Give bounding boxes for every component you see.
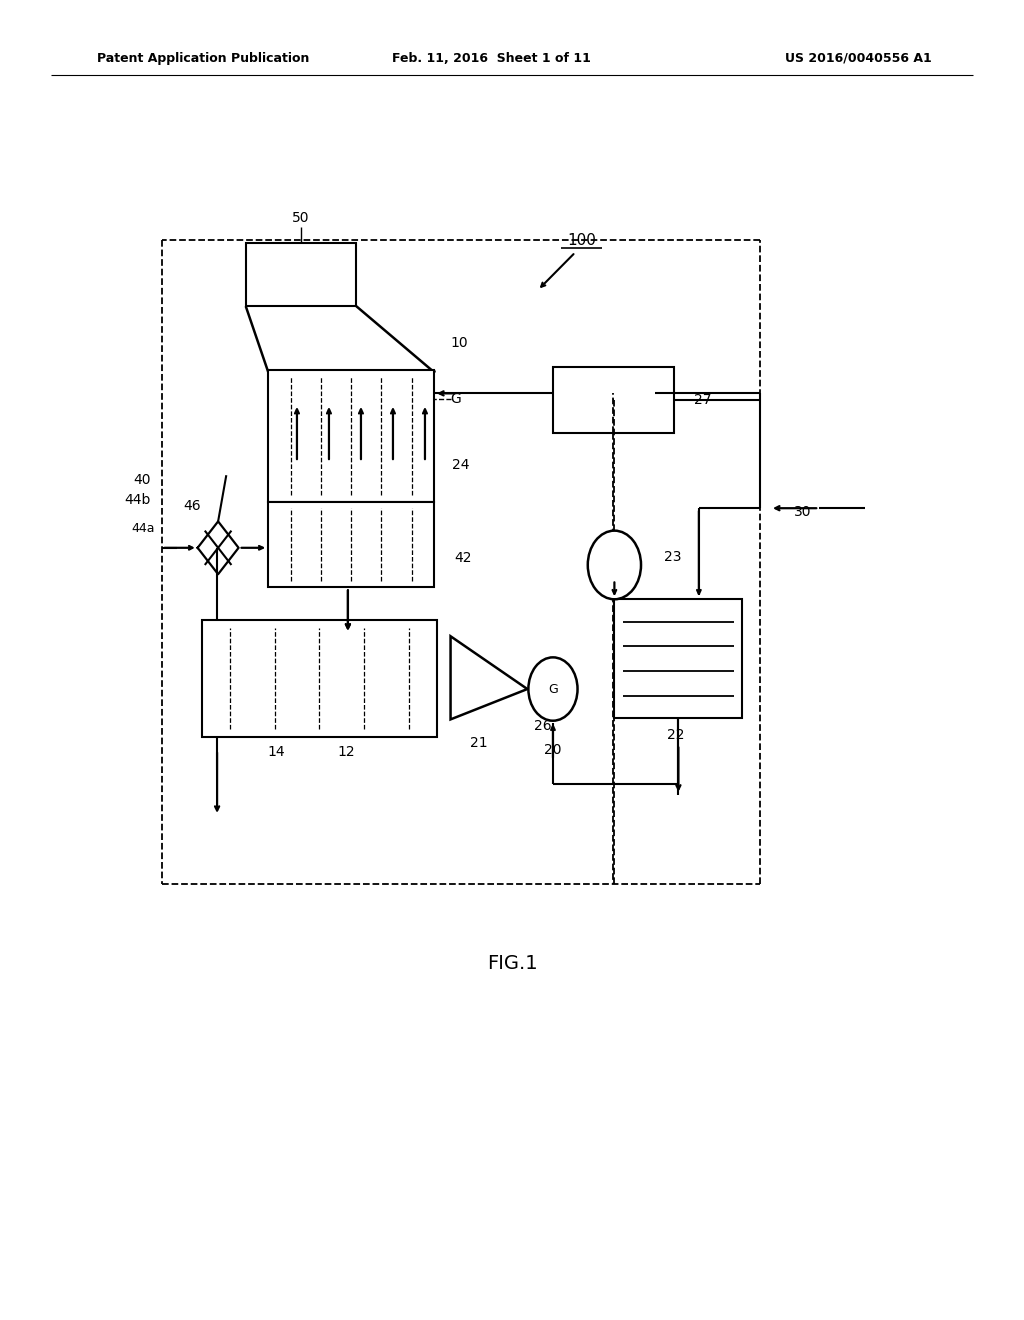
Text: 40: 40 — [133, 474, 151, 487]
Bar — [246, 243, 356, 306]
Text: FIG.1: FIG.1 — [486, 954, 538, 973]
Text: 44b: 44b — [124, 494, 151, 507]
Circle shape — [588, 531, 641, 599]
Text: 23: 23 — [664, 550, 681, 564]
Text: 10: 10 — [450, 337, 468, 350]
Bar — [614, 599, 742, 718]
Circle shape — [528, 657, 578, 721]
Text: 24: 24 — [452, 458, 470, 471]
Text: 42: 42 — [454, 552, 472, 565]
Text: 27: 27 — [694, 393, 712, 407]
Text: 22: 22 — [667, 729, 685, 742]
Text: 20: 20 — [544, 743, 562, 756]
Text: Feb. 11, 2016  Sheet 1 of 11: Feb. 11, 2016 Sheet 1 of 11 — [392, 51, 591, 65]
Bar — [553, 367, 674, 433]
Text: 14: 14 — [267, 746, 286, 759]
Text: 50: 50 — [292, 211, 310, 224]
Text: 30: 30 — [794, 506, 811, 519]
Text: 12: 12 — [337, 746, 355, 759]
Text: 46: 46 — [183, 499, 201, 512]
Bar — [268, 502, 434, 587]
Polygon shape — [451, 636, 527, 719]
Text: G: G — [548, 682, 558, 696]
Text: 21: 21 — [470, 737, 488, 750]
Text: Patent Application Publication: Patent Application Publication — [97, 51, 309, 65]
Bar — [202, 620, 437, 737]
Text: 100: 100 — [567, 232, 596, 248]
Bar — [268, 370, 434, 502]
Text: US 2016/0040556 A1: US 2016/0040556 A1 — [785, 51, 932, 65]
Text: 44a: 44a — [131, 521, 155, 535]
Text: G: G — [451, 392, 461, 405]
Text: 26: 26 — [534, 719, 552, 733]
